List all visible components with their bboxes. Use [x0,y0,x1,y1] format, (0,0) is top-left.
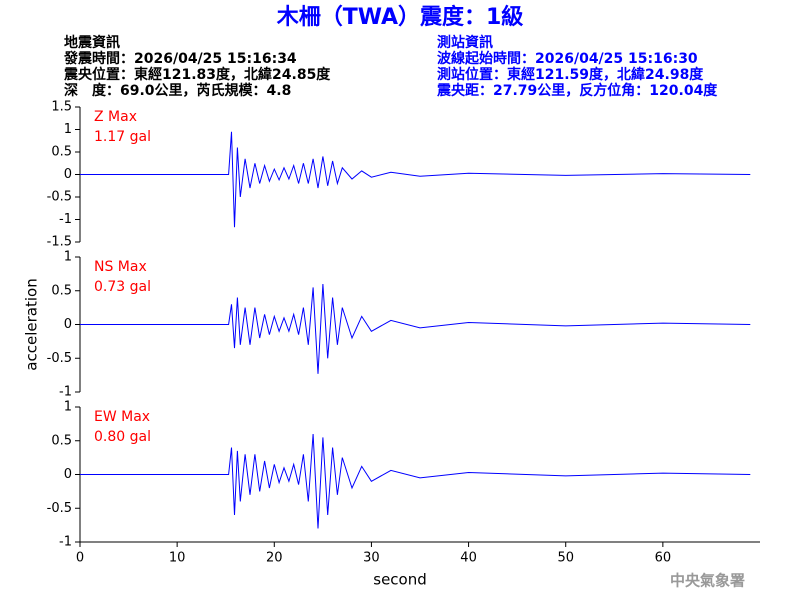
info-text: 深 度：69.0公里，芮氏規模：4.8 [64,82,291,99]
x-tick-label: 0 [76,551,84,566]
panel-value: 0.73 gal [94,279,151,295]
y-tick-label: 1.5 [51,100,72,115]
info-text: 測站位置：東經121.59度，北緯24.98度 [437,66,704,83]
y-tick-label: -1 [59,212,72,227]
info-text: 震央距：27.79公里，反方位角：120.04度 [436,82,718,99]
info-text: 地震資訊 [64,34,120,51]
x-axis-label: second [373,571,427,589]
panel-label: NS Max [94,259,147,275]
y-tick-label: -0.5 [47,190,72,205]
y-tick-label: -1.5 [47,235,72,250]
y-tick-label: 1 [64,250,72,265]
panel-value: 0.80 gal [94,429,151,445]
trace [80,283,751,374]
panel-value: 1.17 gal [94,129,151,145]
info-text: 發震時間：2026/04/25 15:16:34 [63,50,297,67]
chart-title: 木柵（TWA）震度：1級 [276,4,524,30]
y-tick-label: 0 [64,317,72,332]
y-tick-label: 0.5 [51,283,72,298]
y-tick-label: 1 [64,122,72,137]
y-tick-label: -0.5 [47,351,72,366]
x-tick-label: 30 [363,551,380,566]
x-tick-label: 60 [655,551,672,566]
trace [80,131,751,228]
x-tick-label: 40 [460,551,477,566]
y-tick-label: 0.5 [51,433,72,448]
x-tick-label: 20 [266,551,283,566]
x-tick-label: 50 [557,551,574,566]
info-text: 測站資訊 [437,34,493,51]
y-tick-label: 0 [64,467,72,482]
y-tick-label: -1 [59,385,72,400]
y-axis-label: acceleration [23,278,41,370]
y-tick-label: -1 [59,535,72,550]
y-tick-label: 0 [64,167,72,182]
y-tick-label: -0.5 [47,501,72,516]
y-tick-label: 1 [64,400,72,415]
x-tick-label: 10 [169,551,186,566]
panel-label: EW Max [94,409,150,425]
y-tick-label: 0.5 [51,145,72,160]
footer: 中央氣象署 [670,572,745,590]
panel-label: Z Max [94,109,137,125]
info-text: 波線起始時間：2026/04/25 15:16:30 [437,50,698,67]
info-text: 震央位置：東經121.83度，北緯24.85度 [63,66,331,83]
trace [80,433,751,529]
